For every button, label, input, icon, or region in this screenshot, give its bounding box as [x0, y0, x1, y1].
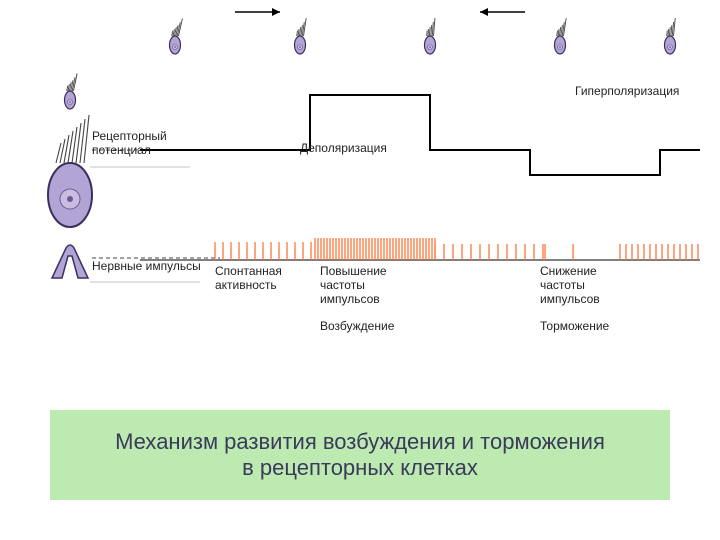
afferent-terminal: [52, 245, 88, 278]
hair-cell: [65, 73, 78, 109]
hair-cell: [425, 18, 436, 54]
label-depolarization: Деполяризация: [300, 141, 387, 155]
hair-cell: [295, 18, 307, 54]
label-increase-freq: Повышениечастотыимпульсов: [320, 264, 387, 306]
caption-line2: в рецепторных клетках: [115, 455, 605, 481]
potential-trace: [140, 95, 700, 175]
diagram-svg: Рецепторныйпотенциал Нервные импульсы Спон…: [0, 0, 720, 370]
label-decrease-freq: Снижениечастотыимпульсов: [540, 264, 600, 306]
label-receptor-potential: Рецепторныйпотенциал: [92, 129, 167, 157]
label-spontaneous: Спонтаннаяактивность: [215, 264, 282, 292]
caption-box: Механизм развития возбуждения и торможен…: [50, 410, 670, 500]
large-receptor-cell: [48, 115, 92, 227]
label-excitation: Возбуждение: [320, 319, 395, 333]
hair-cell: [665, 18, 676, 54]
label-inhibition: Торможение: [540, 319, 610, 333]
hair-cell: [555, 18, 567, 54]
caption-line1: Механизм развития возбуждения и торможен…: [115, 429, 605, 455]
spike-train: [215, 238, 698, 260]
label-hyperpolarization: Гиперполяризация: [575, 84, 679, 98]
label-nerve-impulses: Нервные импульсы: [92, 259, 201, 273]
diagram-area: Рецепторныйпотенциал Нервные импульсы Спон…: [0, 0, 720, 370]
hair-cell: [170, 18, 183, 54]
